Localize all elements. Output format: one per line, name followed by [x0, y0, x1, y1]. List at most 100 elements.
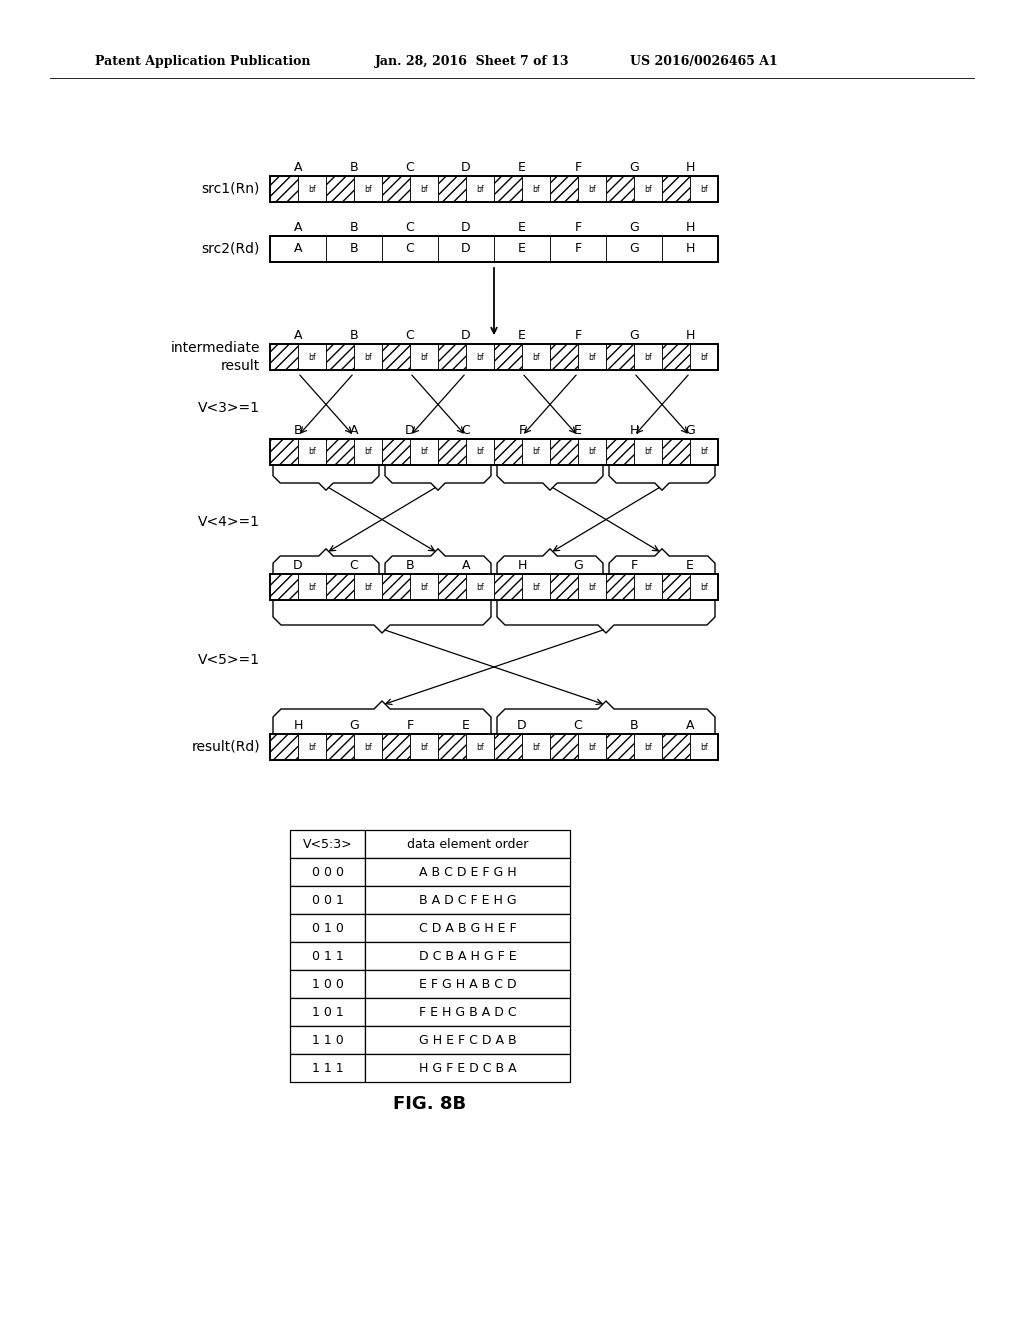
Text: bf: bf: [365, 447, 372, 457]
Text: E: E: [462, 719, 470, 733]
Text: 1 0 0: 1 0 0: [311, 978, 343, 990]
Text: bf: bf: [588, 582, 596, 591]
Text: A: A: [462, 558, 470, 572]
Text: A: A: [294, 161, 302, 174]
Bar: [326, 176, 354, 202]
Bar: [270, 574, 298, 601]
Bar: [298, 440, 326, 465]
Bar: [522, 345, 550, 370]
Text: F E H G B A D C: F E H G B A D C: [419, 1006, 516, 1019]
Bar: [365, 830, 570, 858]
Text: H: H: [517, 558, 526, 572]
Text: E: E: [686, 558, 694, 572]
Text: V<4>=1: V<4>=1: [198, 516, 260, 529]
Text: src2(Rd): src2(Rd): [202, 242, 260, 256]
Bar: [578, 345, 606, 370]
Text: E: E: [518, 243, 526, 256]
Text: F: F: [574, 220, 582, 234]
Bar: [550, 734, 578, 760]
Bar: [410, 345, 438, 370]
Bar: [466, 345, 494, 370]
Text: result: result: [221, 359, 260, 374]
Text: G: G: [629, 220, 639, 234]
Bar: [326, 236, 382, 261]
Bar: [690, 734, 718, 760]
Text: H: H: [685, 161, 694, 174]
Bar: [290, 1053, 365, 1082]
Bar: [270, 734, 718, 760]
Text: B A D C F E H G: B A D C F E H G: [419, 894, 516, 907]
Text: F: F: [518, 424, 525, 437]
Text: H G F E D C B A: H G F E D C B A: [419, 1061, 516, 1074]
Text: data element order: data element order: [407, 837, 528, 850]
Text: bf: bf: [308, 742, 315, 751]
Text: E: E: [518, 161, 526, 174]
Bar: [382, 734, 410, 760]
Bar: [354, 734, 382, 760]
Bar: [438, 734, 466, 760]
Text: B: B: [349, 220, 358, 234]
Bar: [606, 176, 634, 202]
Bar: [290, 858, 365, 886]
Text: 0 0 0: 0 0 0: [311, 866, 343, 879]
Text: H: H: [685, 220, 694, 234]
Text: bf: bf: [532, 185, 540, 194]
Text: US 2016/0026465 A1: US 2016/0026465 A1: [630, 55, 778, 69]
Bar: [662, 734, 690, 760]
Text: F: F: [574, 243, 582, 256]
Text: bf: bf: [532, 742, 540, 751]
Bar: [634, 734, 662, 760]
Text: H: H: [293, 719, 303, 733]
Bar: [290, 830, 365, 858]
Text: bf: bf: [644, 185, 652, 194]
Bar: [290, 942, 365, 970]
Bar: [270, 236, 326, 261]
Text: V<3>=1: V<3>=1: [198, 400, 260, 414]
Bar: [365, 942, 570, 970]
Text: E F G H A B C D: E F G H A B C D: [419, 978, 516, 990]
Bar: [550, 236, 606, 261]
Text: C: C: [406, 243, 415, 256]
Bar: [494, 236, 550, 261]
Text: bf: bf: [308, 582, 315, 591]
Bar: [550, 440, 578, 465]
Bar: [326, 574, 354, 601]
Bar: [298, 176, 326, 202]
Bar: [354, 574, 382, 601]
Text: C: C: [573, 719, 583, 733]
Bar: [606, 574, 634, 601]
Bar: [365, 1026, 570, 1053]
Bar: [606, 236, 662, 261]
Text: G: G: [629, 161, 639, 174]
Text: bf: bf: [644, 352, 652, 362]
Bar: [466, 574, 494, 601]
Text: A: A: [294, 329, 302, 342]
Bar: [690, 345, 718, 370]
Text: B: B: [630, 719, 638, 733]
Text: Patent Application Publication: Patent Application Publication: [95, 55, 310, 69]
Text: D C B A H G F E: D C B A H G F E: [419, 949, 516, 962]
Text: bf: bf: [588, 352, 596, 362]
Text: bf: bf: [476, 582, 483, 591]
Bar: [354, 440, 382, 465]
Text: C: C: [406, 220, 415, 234]
Bar: [365, 858, 570, 886]
Text: intermediate: intermediate: [171, 341, 260, 355]
Bar: [290, 913, 365, 942]
Text: bf: bf: [476, 447, 483, 457]
Text: bf: bf: [365, 352, 372, 362]
Text: bf: bf: [476, 352, 483, 362]
Text: bf: bf: [420, 185, 428, 194]
Bar: [290, 1026, 365, 1053]
Text: bf: bf: [700, 582, 708, 591]
Bar: [438, 345, 466, 370]
Bar: [438, 574, 466, 601]
Bar: [466, 440, 494, 465]
Text: B: B: [349, 161, 358, 174]
Text: bf: bf: [700, 352, 708, 362]
Text: D: D: [293, 558, 303, 572]
Bar: [466, 176, 494, 202]
Bar: [326, 734, 354, 760]
Text: bf: bf: [700, 185, 708, 194]
Bar: [690, 440, 718, 465]
